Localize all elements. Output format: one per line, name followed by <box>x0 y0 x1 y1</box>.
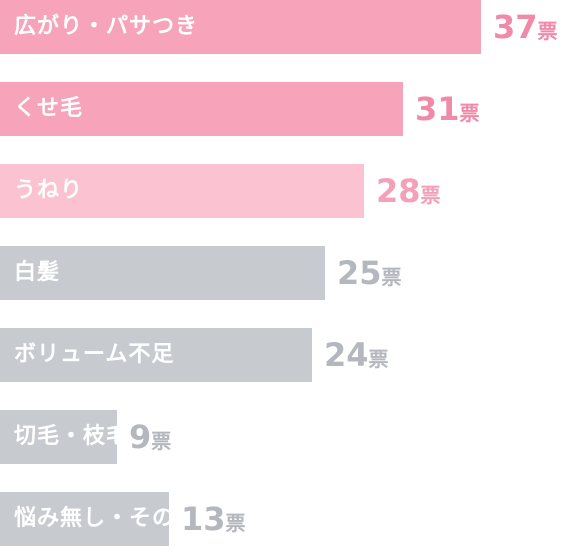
bar: うねり <box>0 164 364 218</box>
value-unit: 票 <box>420 183 441 207</box>
value-label: 28票 <box>376 164 441 218</box>
value-number: 9 <box>129 418 152 456</box>
value-number: 28 <box>376 172 421 210</box>
category-label: 悩み無し・その他 <box>14 506 199 531</box>
value-unit: 票 <box>537 19 558 43</box>
bar: 悩み無し・その他 <box>0 492 197 546</box>
category-label: うねり <box>14 178 84 203</box>
bar: くせ毛 <box>0 82 403 136</box>
bar: 切毛・枝毛 <box>0 410 128 464</box>
bar: 広がり・パサつき <box>0 0 481 54</box>
value-unit: 票 <box>225 511 246 535</box>
value-label: 25票 <box>337 246 402 300</box>
value-number: 31 <box>415 90 460 128</box>
value-label: 9票 <box>129 410 171 464</box>
category-label: 白髪 <box>14 260 61 285</box>
value-unit: 票 <box>381 265 402 289</box>
category-label: くせ毛 <box>14 96 84 121</box>
value-label: 24票 <box>324 328 389 382</box>
value-number: 25 <box>337 254 382 292</box>
category-label: ボリューム不足 <box>14 342 175 367</box>
value-label: 31票 <box>415 82 480 136</box>
value-unit: 票 <box>459 101 480 125</box>
bar: 白髪 <box>0 246 325 300</box>
value-unit: 票 <box>368 347 389 371</box>
value-label: 13票 <box>181 492 246 546</box>
value-number: 13 <box>181 500 226 538</box>
value-unit: 票 <box>151 429 172 453</box>
value-number: 24 <box>324 336 369 374</box>
value-number: 37 <box>493 8 538 46</box>
value-label: 37票 <box>493 0 558 54</box>
category-label: 広がり・パサつき <box>14 14 199 39</box>
category-label: 切毛・枝毛 <box>14 424 130 449</box>
bar: ボリューム不足 <box>0 328 312 382</box>
